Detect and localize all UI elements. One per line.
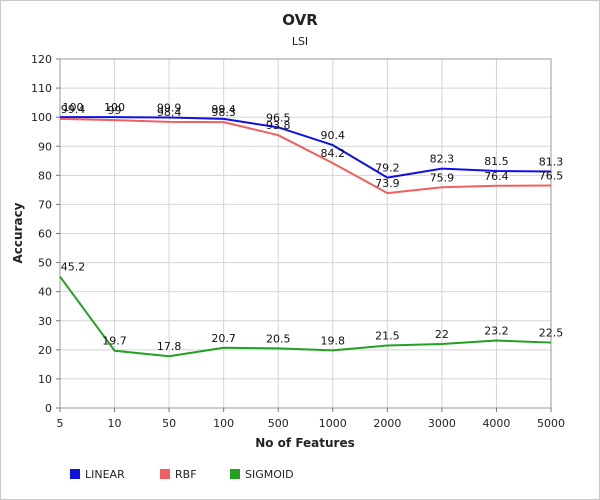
y-tick-label: 40 bbox=[38, 286, 52, 299]
legend: LINEAR RBF SIGMOID bbox=[70, 468, 294, 481]
x-tick-label: 50 bbox=[162, 417, 176, 430]
series-line-linear bbox=[60, 116, 552, 179]
y-axis-label: Accuracy bbox=[11, 202, 25, 263]
data-label-sigmoid: 23.2 bbox=[484, 325, 509, 338]
data-label-sigmoid: 17.8 bbox=[157, 340, 182, 353]
series-lines bbox=[59, 116, 552, 358]
data-label-rbf: 76.4 bbox=[484, 170, 509, 183]
x-tick-label: 2000 bbox=[373, 417, 401, 430]
grid-lines bbox=[59, 58, 552, 409]
y-tick-label: 80 bbox=[38, 169, 52, 182]
legend-label-sigmoid: SIGMOID bbox=[245, 468, 294, 481]
x-tick-label: 5000 bbox=[537, 417, 565, 430]
legend-label-linear: LINEAR bbox=[85, 468, 125, 481]
chart-title: OVR bbox=[282, 11, 318, 29]
data-label-sigmoid: 20.7 bbox=[211, 332, 236, 345]
x-tick-label: 500 bbox=[268, 417, 289, 430]
data-label-linear: 81.5 bbox=[484, 155, 509, 168]
y-tick-label: 50 bbox=[38, 257, 52, 270]
y-tick-label: 100 bbox=[31, 111, 52, 124]
x-tick-label: 100 bbox=[213, 417, 234, 430]
data-label-rbf: 98.3 bbox=[211, 106, 236, 119]
data-labels: 100 100 99.9 99.4 96.5 90.4 79.2 82.3 81.5 81.3 99… bbox=[61, 101, 564, 353]
legend-swatch-linear bbox=[70, 469, 80, 479]
y-tick-label: 0 bbox=[45, 402, 52, 415]
data-label-linear: 81.3 bbox=[539, 156, 564, 169]
data-label-rbf: 73.9 bbox=[375, 177, 400, 190]
data-label-linear: 100 bbox=[63, 101, 84, 114]
data-label-linear: 99.4 bbox=[211, 103, 236, 116]
y-tick-label: 30 bbox=[38, 315, 52, 328]
x-tick-label: 5 bbox=[57, 417, 64, 430]
data-label-rbf: 99 bbox=[108, 104, 122, 117]
x-axis-ticks: 5 10 50 100 500 1000 2000 3000 4000 5000 bbox=[57, 408, 565, 430]
data-label-linear: 96.5 bbox=[266, 111, 291, 124]
data-label-rbf: 99.4 bbox=[61, 103, 86, 116]
data-label-linear: 99.9 bbox=[157, 101, 182, 114]
data-label-sigmoid: 22.5 bbox=[539, 327, 564, 340]
data-label-sigmoid: 19.8 bbox=[321, 334, 346, 347]
y-tick-label: 20 bbox=[38, 344, 52, 357]
y-tick-label: 60 bbox=[38, 228, 52, 241]
x-tick-label: 3000 bbox=[428, 417, 456, 430]
data-label-sigmoid: 22 bbox=[435, 328, 449, 341]
data-label-rbf: 76.5 bbox=[539, 170, 564, 183]
y-tick-label: 110 bbox=[31, 82, 52, 95]
data-label-linear: 90.4 bbox=[321, 129, 346, 142]
chart-subtitle: LSI bbox=[292, 35, 308, 48]
x-axis-label: No of Features bbox=[255, 436, 355, 450]
data-label-sigmoid: 45.2 bbox=[61, 261, 86, 274]
data-label-sigmoid: 21.5 bbox=[375, 329, 400, 342]
data-label-sigmoid: 20.5 bbox=[266, 332, 291, 345]
data-label-rbf: 75.9 bbox=[430, 171, 455, 184]
data-label-linear: 100 bbox=[104, 101, 125, 114]
y-tick-label: 70 bbox=[38, 198, 52, 211]
y-tick-label: 90 bbox=[38, 140, 52, 153]
y-tick-label: 10 bbox=[38, 373, 52, 386]
legend-swatch-sigmoid bbox=[230, 469, 240, 479]
x-tick-label: 10 bbox=[108, 417, 122, 430]
data-label-rbf: 93.8 bbox=[266, 119, 291, 132]
data-label-linear: 82.3 bbox=[430, 153, 455, 166]
x-tick-label: 1000 bbox=[319, 417, 347, 430]
legend-label-rbf: RBF bbox=[175, 468, 197, 481]
x-tick-label: 4000 bbox=[482, 417, 510, 430]
series-line-rbf bbox=[59, 117, 552, 195]
y-axis-ticks: 0 10 20 30 40 50 60 70 80 90 100 110 120 bbox=[31, 53, 60, 415]
legend-swatch-rbf bbox=[160, 469, 170, 479]
data-label-sigmoid: 19.7 bbox=[102, 335, 127, 348]
data-label-rbf: 84.2 bbox=[321, 147, 346, 160]
series-line-sigmoid bbox=[59, 275, 552, 358]
data-label-linear: 79.2 bbox=[375, 162, 400, 175]
data-label-rbf: 98.4 bbox=[157, 106, 182, 119]
y-tick-label: 120 bbox=[31, 53, 52, 66]
